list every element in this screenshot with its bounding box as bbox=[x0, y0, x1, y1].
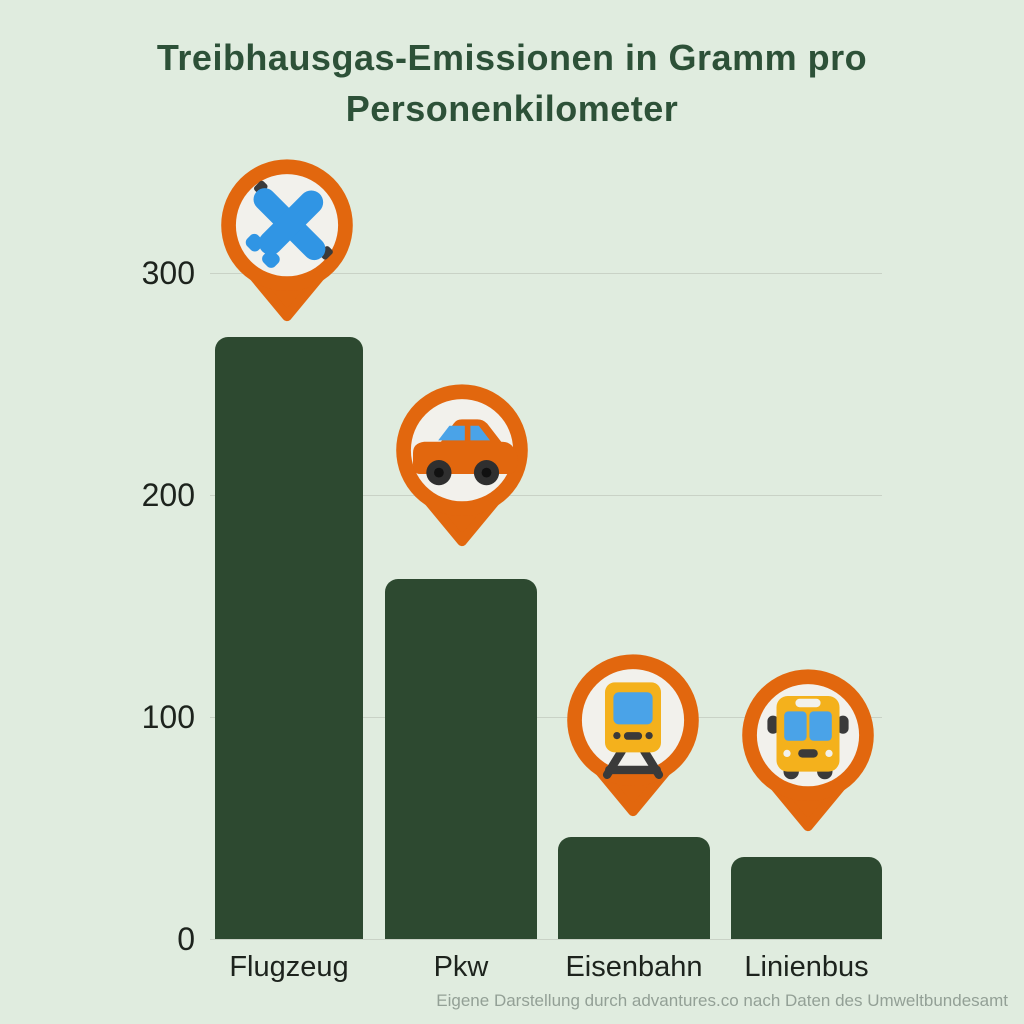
chart-title: Treibhausgas-Emissionen in Gramm pro Per… bbox=[156, 37, 868, 129]
airplane-icon bbox=[245, 180, 333, 268]
bar-linienbus bbox=[731, 857, 882, 939]
gridline-100 bbox=[210, 717, 882, 718]
y-axis-tick-0: 0 bbox=[177, 921, 195, 957]
x-axis-label-linienbus: Linienbus bbox=[744, 951, 869, 983]
bar-flugzeug bbox=[215, 337, 363, 939]
bus-icon bbox=[767, 696, 849, 780]
bar-eisenbahn bbox=[558, 837, 710, 939]
gridline-300 bbox=[210, 273, 882, 274]
train-icon bbox=[602, 682, 664, 780]
gridline-0 bbox=[210, 939, 882, 940]
pkw-pin-marker bbox=[396, 384, 528, 547]
y-axis-tick-200: 200 bbox=[141, 477, 195, 513]
flugzeug-pin-marker bbox=[221, 159, 353, 322]
y-axis-tick-300: 300 bbox=[141, 255, 195, 291]
source-attribution: Eigene Darstellung durch advantures.co n… bbox=[436, 991, 1008, 1010]
x-axis-label-pkw: Pkw bbox=[433, 951, 489, 983]
car-icon bbox=[413, 419, 518, 486]
linienbus-pin-marker bbox=[742, 669, 874, 832]
bar-pkw bbox=[385, 579, 537, 939]
x-axis-label-flugzeug: Flugzeug bbox=[229, 951, 349, 983]
y-axis-tick-100: 100 bbox=[141, 699, 195, 735]
gridline-200 bbox=[210, 495, 882, 496]
x-axis-label-eisenbahn: Eisenbahn bbox=[565, 951, 703, 983]
eisenbahn-pin-marker bbox=[567, 654, 699, 817]
